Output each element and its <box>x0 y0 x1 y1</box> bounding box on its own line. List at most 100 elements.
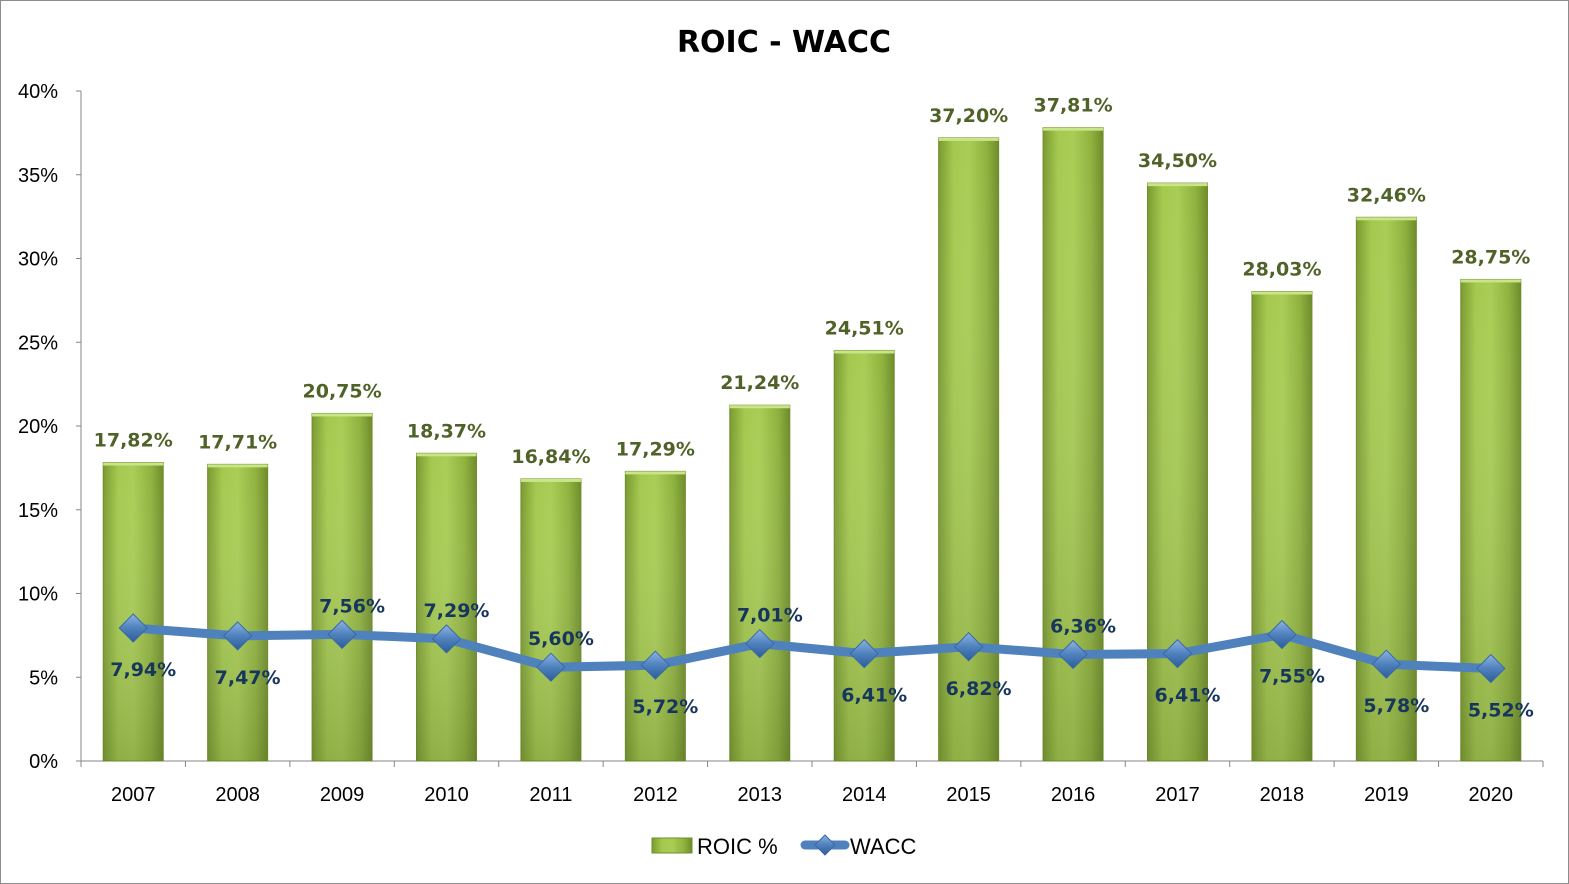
roic-bar-top <box>207 464 268 468</box>
x-tick-label: 2019 <box>1364 784 1409 806</box>
roic-bar-top <box>103 462 164 466</box>
roic-bar-top <box>312 413 373 417</box>
x-tick-label: 2015 <box>946 784 991 806</box>
y-tick-label: 25% <box>18 332 58 354</box>
x-tick-label: 2009 <box>320 784 365 806</box>
wacc-marker <box>849 638 879 669</box>
x-tick-label: 2007 <box>111 784 156 806</box>
x-tick-label: 2016 <box>1051 784 1096 806</box>
y-tick-label: 30% <box>18 249 58 271</box>
roic-bar-top <box>1356 217 1417 221</box>
legend-wacc-label: WACC <box>850 834 917 859</box>
roic-bar-shade <box>1356 217 1417 762</box>
roic-data-label: 18,37% <box>407 420 486 442</box>
x-tick-label: 2010 <box>424 784 469 806</box>
x-tick-label: 2011 <box>529 784 572 806</box>
wacc-data-label: 6,82% <box>946 678 1012 700</box>
x-tick-label: 2008 <box>215 784 260 806</box>
wacc-marker <box>431 624 462 654</box>
roic-bar-shade <box>1147 183 1208 761</box>
wacc-data-label: 6,41% <box>841 685 907 707</box>
roic-bar-top <box>1460 279 1521 283</box>
wacc-marker <box>327 619 357 650</box>
legend: ROIC % WACC <box>651 834 917 859</box>
wacc-data-label: 7,94% <box>110 659 176 681</box>
wacc-data-label: 5,72% <box>632 696 698 718</box>
wacc-data-label: 7,29% <box>424 600 490 622</box>
legend-wacc-marker <box>814 834 836 856</box>
roic-bar-shade <box>103 462 164 761</box>
roic-bar-shade <box>1460 279 1521 761</box>
y-tick-label: 10% <box>18 584 58 606</box>
x-tick-label: 2013 <box>738 784 783 806</box>
wacc-marker <box>536 652 566 682</box>
roic-bar-top <box>729 405 790 409</box>
legend-roic-label: ROIC % <box>697 834 778 859</box>
x-tick-label: 2020 <box>1469 784 1514 806</box>
x-tick-label: 2017 <box>1155 784 1200 806</box>
roic-data-label: 17,71% <box>198 431 277 453</box>
roic-bar-shade <box>312 413 373 761</box>
roic-bar-shade <box>938 137 999 761</box>
roic-bar-top <box>625 471 686 475</box>
wacc-marker <box>953 632 984 662</box>
roic-bar-top <box>1147 183 1208 187</box>
x-tick-label: 2014 <box>842 784 887 806</box>
wacc-data-label: 7,55% <box>1259 666 1325 688</box>
roic-data-label: 20,75% <box>303 380 382 402</box>
y-tick-label: 5% <box>29 667 58 689</box>
wacc-marker <box>222 621 253 651</box>
wacc-marker <box>1267 619 1297 650</box>
roic-data-label: 28,75% <box>1451 246 1530 268</box>
roic-bar-shade <box>625 471 686 761</box>
y-tick-label: 40% <box>18 81 58 103</box>
roic-data-label: 32,46% <box>1347 184 1426 206</box>
roic-bar-shade <box>1251 291 1312 761</box>
wacc-marker <box>1058 639 1088 670</box>
legend-roic-swatch <box>651 837 693 854</box>
wacc-data-label: 7,56% <box>319 595 385 617</box>
roic-bar-shade <box>416 453 477 761</box>
wacc-data-label: 5,60% <box>528 628 594 650</box>
roic-bar-top <box>416 453 477 457</box>
roic-bar-shade <box>834 350 895 761</box>
wacc-marker <box>640 650 671 680</box>
roic-data-label: 28,03% <box>1242 258 1321 280</box>
roic-bar-shade <box>207 464 268 761</box>
x-tick-label: 2018 <box>1260 784 1305 806</box>
roic-data-label: 21,24% <box>720 372 799 394</box>
wacc-data-label: 6,36% <box>1050 615 1116 637</box>
wacc-marker <box>1371 649 1402 679</box>
roic-data-label: 37,20% <box>929 105 1008 127</box>
roic-bar-top <box>1251 291 1312 295</box>
roic-data-label: 17,82% <box>94 430 173 452</box>
x-tick-label: 2012 <box>633 784 678 806</box>
y-tick-label: 20% <box>18 416 58 438</box>
roic-data-label: 34,50% <box>1138 150 1217 172</box>
roic-bar-top <box>938 137 999 141</box>
roic-bar-shade <box>520 478 581 761</box>
wacc-data-label: 5,78% <box>1363 695 1429 717</box>
wacc-data-label: 7,01% <box>737 605 803 627</box>
roic-data-label: 16,84% <box>511 446 590 468</box>
wacc-marker <box>745 628 775 659</box>
wacc-data-label: 5,52% <box>1468 700 1534 722</box>
roic-bar-top <box>834 350 895 354</box>
wacc-marker <box>118 613 148 643</box>
y-tick-label: 0% <box>29 751 58 773</box>
wacc-line <box>132 623 1491 674</box>
roic-bar-top <box>520 478 581 482</box>
wacc-marker <box>1476 653 1506 684</box>
roic-data-label: 17,29% <box>616 438 695 460</box>
wacc-data-label: 6,41% <box>1155 685 1221 707</box>
y-tick-label: 15% <box>18 500 58 522</box>
roic-data-label: 24,51% <box>825 317 904 339</box>
wacc-marker <box>1162 638 1193 669</box>
wacc-data-label: 7,47% <box>215 667 281 689</box>
roic-data-label: 37,81% <box>1034 95 1113 117</box>
y-tick-label: 35% <box>18 165 58 187</box>
roic-bar-top <box>1043 127 1104 131</box>
chart-title: ROIC - WACC <box>677 25 891 60</box>
roic-bar-shade <box>729 405 790 761</box>
